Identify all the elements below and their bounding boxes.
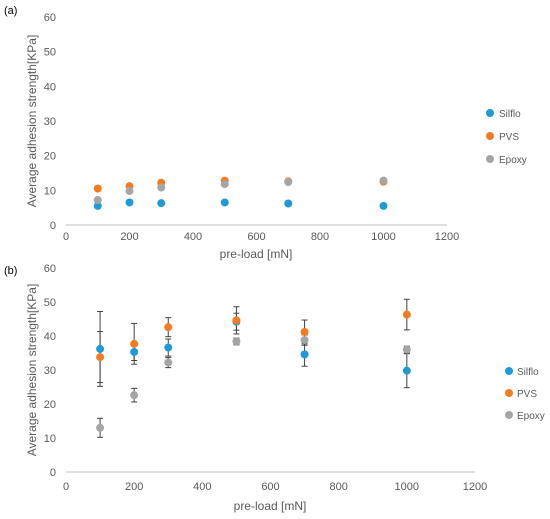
x-tick-label: 800 bbox=[311, 231, 329, 243]
data-point-silflo bbox=[402, 366, 411, 375]
data-point-pvs bbox=[300, 327, 309, 336]
legend-a: Silflo PVS Epoxy bbox=[486, 109, 527, 166]
data-point-pvs bbox=[96, 353, 105, 362]
x-tick-label: 600 bbox=[247, 231, 265, 243]
legend-label-epoxy: Epoxy bbox=[517, 411, 545, 422]
y-tick-labels: 0 10 20 30 40 50 60 bbox=[44, 263, 56, 479]
legend-b: Silflo PVS Epoxy bbox=[505, 367, 545, 422]
y-tick-label: 60 bbox=[44, 263, 56, 275]
x-tick-label: 1000 bbox=[371, 231, 395, 243]
x-tick-label: 200 bbox=[120, 231, 138, 243]
plot-area-a bbox=[93, 176, 388, 210]
y-tick-label: 50 bbox=[44, 47, 56, 59]
plot-area-b bbox=[96, 298, 411, 438]
y-tick-label: 0 bbox=[50, 220, 56, 232]
x-tick-label: 0 bbox=[63, 231, 69, 243]
data-point-silflo bbox=[220, 198, 229, 207]
data-point-silflo bbox=[284, 199, 293, 208]
legend-label-pvs: PVS bbox=[499, 132, 519, 143]
data-point-epoxy bbox=[379, 176, 388, 185]
data-point-pvs bbox=[130, 339, 139, 348]
y-tick-label: 10 bbox=[44, 433, 56, 445]
y-tick-label: 30 bbox=[44, 116, 56, 128]
data-point-epoxy bbox=[96, 423, 105, 432]
data-point-epoxy bbox=[300, 336, 309, 345]
chart-panel-b: (b) 0 10 20 30 40 50 60 0 200 400 600 80… bbox=[4, 263, 545, 513]
x-axis-title: pre-load [mN] bbox=[220, 247, 293, 261]
y-tick-label: 20 bbox=[44, 399, 56, 411]
data-point-epoxy bbox=[130, 391, 139, 400]
data-point-epoxy bbox=[157, 183, 166, 192]
data-point-silflo bbox=[379, 201, 388, 210]
y-tick-label: 30 bbox=[44, 365, 56, 377]
x-tick-label: 1200 bbox=[463, 481, 487, 493]
x-tick-label: 1200 bbox=[435, 231, 459, 243]
y-axis-title: Average adhesion strength[KPa] bbox=[25, 35, 39, 208]
data-point-silflo bbox=[157, 199, 166, 208]
data-point-silflo bbox=[125, 198, 134, 207]
legend-marker-epoxy bbox=[505, 411, 513, 419]
data-point-epoxy bbox=[284, 178, 293, 187]
y-tick-label: 10 bbox=[44, 185, 56, 197]
data-point-epoxy bbox=[232, 337, 241, 346]
x-tick-label: 800 bbox=[330, 481, 348, 493]
data-point-epoxy bbox=[220, 180, 229, 189]
x-tick-label: 400 bbox=[184, 231, 202, 243]
legend-label-pvs: PVS bbox=[517, 389, 537, 400]
x-axis-title: pre-load [mN] bbox=[234, 499, 307, 513]
data-point-pvs bbox=[402, 310, 411, 319]
legend-label-silflo: Silflo bbox=[517, 367, 539, 378]
legend-label-silflo: Silflo bbox=[499, 109, 521, 120]
data-point-epoxy bbox=[93, 196, 102, 205]
y-tick-label: 40 bbox=[44, 81, 56, 93]
data-point-pvs bbox=[232, 316, 241, 325]
panel-label-b: (b) bbox=[4, 265, 17, 277]
y-tick-label: 20 bbox=[44, 151, 56, 163]
y-tick-label: 0 bbox=[50, 467, 56, 479]
legend-marker-pvs bbox=[486, 132, 494, 140]
y-tick-label: 60 bbox=[44, 12, 56, 24]
legend-marker-epoxy bbox=[486, 155, 494, 163]
panel-label-a: (a) bbox=[4, 5, 17, 17]
legend-marker-silflo bbox=[486, 109, 494, 117]
y-tick-labels: 0 10 20 30 40 50 60 bbox=[44, 12, 56, 232]
data-point-epoxy bbox=[402, 345, 411, 354]
data-point-silflo bbox=[300, 350, 309, 359]
data-point-silflo bbox=[130, 347, 139, 356]
legend-marker-silflo bbox=[505, 367, 513, 375]
y-axis-title: Average adhesion strength[KPa] bbox=[25, 284, 39, 457]
data-point-epoxy bbox=[164, 358, 173, 367]
x-tick-labels: 0 200 400 600 800 1000 1200 bbox=[63, 481, 487, 493]
y-tick-label: 50 bbox=[44, 297, 56, 309]
data-point-epoxy bbox=[125, 187, 134, 196]
x-tick-label: 200 bbox=[125, 481, 143, 493]
legend-label-epoxy: Epoxy bbox=[499, 155, 527, 166]
x-tick-label: 0 bbox=[63, 481, 69, 493]
data-point-silflo bbox=[96, 344, 105, 353]
x-tick-label: 400 bbox=[193, 481, 211, 493]
x-tick-label: 600 bbox=[261, 481, 279, 493]
data-point-pvs bbox=[164, 323, 173, 332]
data-point-pvs bbox=[93, 184, 102, 193]
x-tick-label: 1000 bbox=[395, 481, 419, 493]
chart-panel-a: (a) 0 10 20 30 40 50 60 0 200 400 600 80… bbox=[4, 5, 527, 261]
data-point-silflo bbox=[164, 343, 173, 352]
y-tick-label: 40 bbox=[44, 331, 56, 343]
legend-marker-pvs bbox=[505, 389, 513, 397]
x-tick-labels: 0 200 400 600 800 1000 1200 bbox=[63, 231, 459, 243]
data-point-silflo bbox=[93, 201, 102, 210]
